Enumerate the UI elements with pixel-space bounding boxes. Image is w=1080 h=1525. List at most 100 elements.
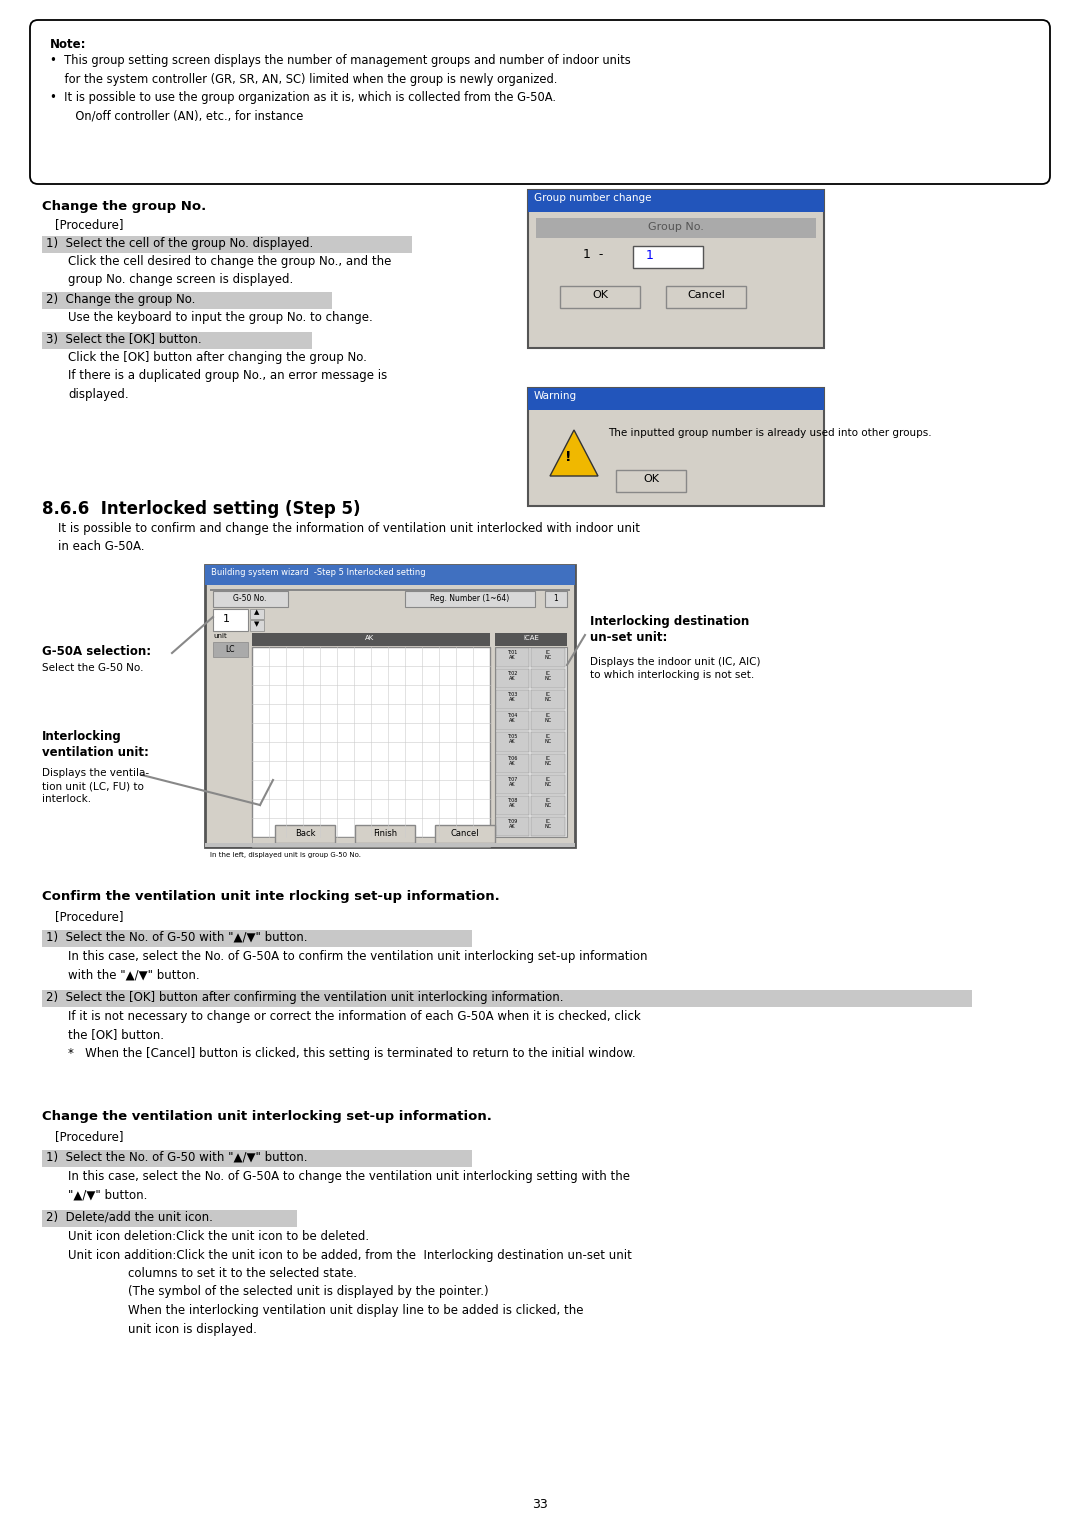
Text: In this case, select the No. of G-50A to change the ventilation unit interlockin: In this case, select the No. of G-50A to… bbox=[68, 1170, 630, 1202]
Text: G-50 No.: G-50 No. bbox=[233, 595, 267, 602]
Text: 1  -: 1 - bbox=[583, 249, 604, 261]
Text: Click the [OK] button after changing the group No.
If there is a duplicated grou: Click the [OK] button after changing the… bbox=[68, 351, 388, 401]
Text: Displays the ventila-
tion unit (LC, FU) to
interlock.: Displays the ventila- tion unit (LC, FU)… bbox=[42, 769, 149, 804]
Text: AK: AK bbox=[365, 634, 375, 640]
FancyBboxPatch shape bbox=[531, 648, 565, 666]
Text: ICAE: ICAE bbox=[523, 634, 539, 640]
Text: LC: LC bbox=[226, 645, 234, 654]
Text: IC
NC: IC NC bbox=[544, 755, 552, 766]
FancyBboxPatch shape bbox=[528, 387, 824, 506]
Text: unit: unit bbox=[213, 633, 227, 639]
Text: IC
NC: IC NC bbox=[544, 819, 552, 830]
FancyBboxPatch shape bbox=[531, 732, 565, 752]
FancyBboxPatch shape bbox=[531, 691, 565, 709]
FancyBboxPatch shape bbox=[249, 608, 264, 619]
Text: In this case, select the No. of G-50A to confirm the ventilation unit interlocki: In this case, select the No. of G-50A to… bbox=[68, 950, 648, 982]
Text: T:08
AK: T:08 AK bbox=[507, 798, 517, 808]
FancyBboxPatch shape bbox=[42, 236, 411, 253]
Text: Change the group No.: Change the group No. bbox=[42, 200, 206, 214]
Text: Back: Back bbox=[295, 830, 315, 839]
FancyBboxPatch shape bbox=[496, 711, 529, 730]
Text: T:01
AK: T:01 AK bbox=[507, 650, 517, 660]
Text: •  This group setting screen displays the number of management groups and number: • This group setting screen displays the… bbox=[50, 53, 631, 122]
FancyBboxPatch shape bbox=[531, 775, 565, 795]
FancyBboxPatch shape bbox=[545, 592, 567, 607]
FancyBboxPatch shape bbox=[205, 843, 575, 846]
Text: T:07
AK: T:07 AK bbox=[507, 776, 517, 787]
Text: 2)  Change the group No.: 2) Change the group No. bbox=[46, 293, 195, 307]
FancyBboxPatch shape bbox=[536, 218, 816, 238]
FancyBboxPatch shape bbox=[531, 817, 565, 836]
Text: In the left, displayed unit is group G-50 No.: In the left, displayed unit is group G-5… bbox=[210, 852, 361, 859]
Text: IC
NC: IC NC bbox=[544, 650, 552, 660]
FancyBboxPatch shape bbox=[205, 564, 575, 846]
FancyBboxPatch shape bbox=[528, 191, 824, 212]
Text: 1: 1 bbox=[554, 595, 558, 602]
FancyBboxPatch shape bbox=[531, 669, 565, 688]
Text: G-50A selection:: G-50A selection: bbox=[42, 645, 151, 657]
Text: T:06
AK: T:06 AK bbox=[507, 755, 517, 766]
Text: Unit icon deletion:Click the unit icon to be deleted.
Unit icon addition:Click t: Unit icon deletion:Click the unit icon t… bbox=[68, 1231, 632, 1336]
FancyBboxPatch shape bbox=[213, 608, 248, 631]
FancyBboxPatch shape bbox=[249, 621, 264, 631]
FancyBboxPatch shape bbox=[213, 592, 288, 607]
FancyBboxPatch shape bbox=[275, 825, 335, 843]
FancyBboxPatch shape bbox=[531, 753, 565, 773]
Text: IC
NC: IC NC bbox=[544, 692, 552, 702]
Text: 8.6.6  Interlocked setting (Step 5): 8.6.6 Interlocked setting (Step 5) bbox=[42, 500, 361, 519]
Text: Finish: Finish bbox=[373, 830, 397, 839]
Text: 1)  Select the No. of G-50 with "▲/▼" button.: 1) Select the No. of G-50 with "▲/▼" but… bbox=[46, 1151, 308, 1164]
Text: !: ! bbox=[565, 450, 571, 464]
Text: 2)  Select the [OK] button after confirming the ventilation unit interlocking in: 2) Select the [OK] button after confirmi… bbox=[46, 991, 564, 1003]
Text: T:02
AK: T:02 AK bbox=[507, 671, 517, 682]
Text: T:09
AK: T:09 AK bbox=[507, 819, 517, 830]
FancyBboxPatch shape bbox=[528, 387, 824, 410]
FancyBboxPatch shape bbox=[495, 647, 567, 837]
Text: [Procedure]: [Procedure] bbox=[55, 218, 123, 230]
Text: T:04
AK: T:04 AK bbox=[507, 714, 517, 723]
Text: Note:: Note: bbox=[50, 38, 86, 50]
FancyBboxPatch shape bbox=[496, 691, 529, 709]
FancyBboxPatch shape bbox=[42, 291, 332, 310]
FancyBboxPatch shape bbox=[42, 332, 312, 349]
Text: Cancel: Cancel bbox=[687, 290, 725, 300]
Text: IC
NC: IC NC bbox=[544, 776, 552, 787]
FancyBboxPatch shape bbox=[616, 470, 686, 493]
Text: OK: OK bbox=[592, 290, 608, 300]
Text: ▼: ▼ bbox=[254, 621, 259, 627]
FancyBboxPatch shape bbox=[42, 1150, 472, 1167]
FancyBboxPatch shape bbox=[213, 642, 248, 657]
Text: 1: 1 bbox=[646, 249, 653, 262]
FancyBboxPatch shape bbox=[496, 732, 529, 752]
Text: IC
NC: IC NC bbox=[544, 714, 552, 723]
Text: If it is not necessary to change or correct the information of each G-50A when i: If it is not necessary to change or corr… bbox=[68, 1010, 640, 1060]
FancyBboxPatch shape bbox=[42, 1209, 297, 1228]
FancyBboxPatch shape bbox=[496, 648, 529, 666]
FancyBboxPatch shape bbox=[205, 564, 575, 586]
FancyBboxPatch shape bbox=[531, 711, 565, 730]
FancyBboxPatch shape bbox=[30, 20, 1050, 185]
FancyBboxPatch shape bbox=[666, 287, 746, 308]
Text: T:03
AK: T:03 AK bbox=[507, 692, 517, 702]
Text: 1)  Select the No. of G-50 with "▲/▼" button.: 1) Select the No. of G-50 with "▲/▼" but… bbox=[46, 930, 308, 944]
FancyBboxPatch shape bbox=[496, 753, 529, 773]
FancyBboxPatch shape bbox=[495, 633, 567, 647]
FancyBboxPatch shape bbox=[210, 589, 570, 592]
Text: It is possible to confirm and change the information of ventilation unit interlo: It is possible to confirm and change the… bbox=[58, 522, 640, 554]
Polygon shape bbox=[550, 430, 598, 476]
FancyBboxPatch shape bbox=[42, 990, 972, 1006]
FancyBboxPatch shape bbox=[435, 825, 495, 843]
FancyBboxPatch shape bbox=[528, 191, 824, 348]
Text: IC
NC: IC NC bbox=[544, 671, 552, 682]
FancyBboxPatch shape bbox=[531, 796, 565, 814]
Text: Select the G-50 No.: Select the G-50 No. bbox=[42, 663, 144, 673]
Text: 33: 33 bbox=[532, 1498, 548, 1511]
Text: Group number change: Group number change bbox=[534, 194, 651, 203]
Text: Cancel: Cancel bbox=[450, 830, 480, 839]
Text: T:05
AK: T:05 AK bbox=[507, 735, 517, 744]
Text: OK: OK bbox=[643, 474, 659, 483]
Text: Interlocking
ventilation unit:: Interlocking ventilation unit: bbox=[42, 730, 149, 759]
Text: Confirm the ventilation unit inte rlocking set-up information.: Confirm the ventilation unit inte rlocki… bbox=[42, 891, 500, 903]
FancyBboxPatch shape bbox=[561, 287, 640, 308]
FancyBboxPatch shape bbox=[496, 775, 529, 795]
